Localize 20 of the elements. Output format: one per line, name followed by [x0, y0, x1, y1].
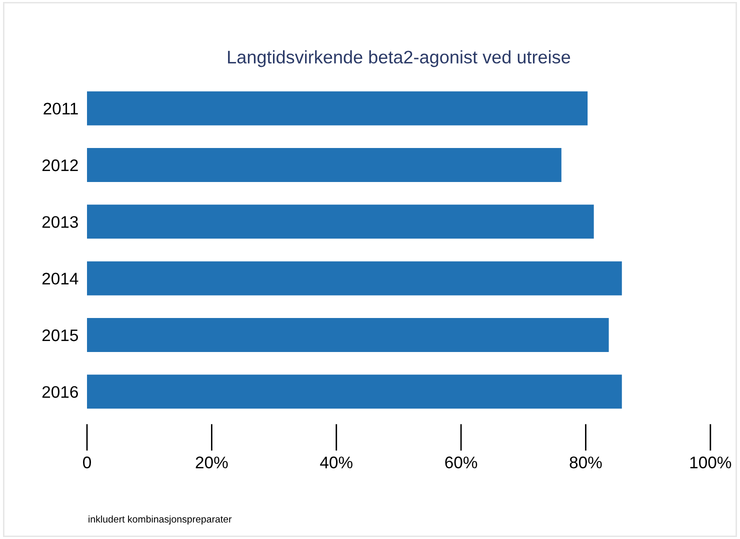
chart-title: Langtidsvirkende beta2-agonist ved utreise	[228, 50, 570, 68]
bar	[87, 374, 622, 409]
x-tick-label: 0	[83, 456, 91, 468]
y-tick-label: 2011	[44, 102, 78, 115]
y-tick-label: 2013	[42, 216, 78, 228]
x-tick-label: 40%	[320, 456, 352, 468]
x-tick-label: 20%	[196, 456, 228, 468]
bar	[87, 148, 562, 182]
text: inkludert kombinasjonspreparater	[88, 515, 232, 525]
bar	[87, 318, 609, 352]
bar	[87, 204, 594, 239]
y-tick-label: 2015	[42, 329, 78, 342]
x-tick-label: 60%	[445, 456, 478, 468]
bar	[87, 261, 622, 296]
y-tick-label: 2016	[42, 386, 78, 398]
y-tick-label: 2014	[42, 272, 78, 285]
x-tick-label: 100%	[690, 456, 732, 468]
y-tick-label: 2012	[42, 159, 78, 172]
bar	[87, 91, 588, 126]
x-tick-label: 80%	[570, 456, 602, 468]
